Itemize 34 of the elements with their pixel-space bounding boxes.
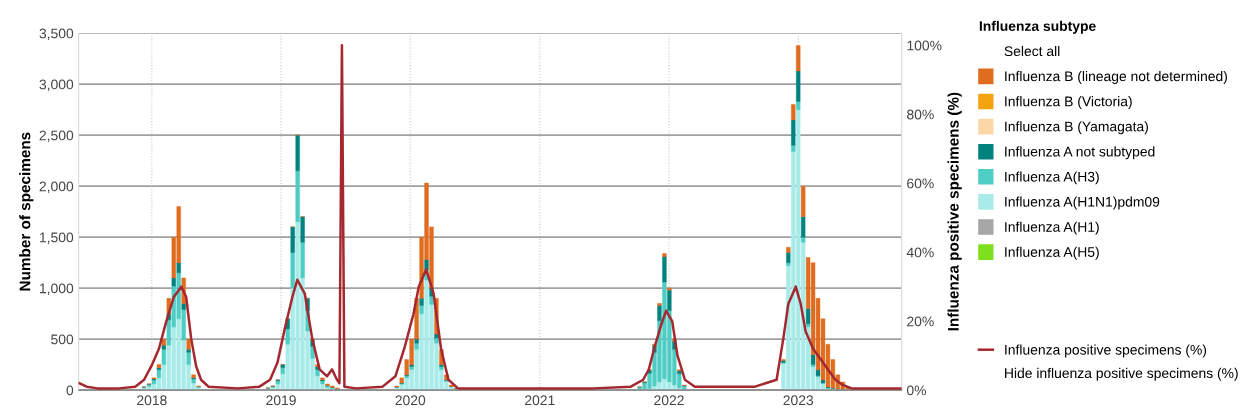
y-tick-label: 1,000 — [40, 283, 74, 295]
y2-tick-label: 60% — [907, 178, 934, 189]
y2-tick-label: 100% — [907, 40, 942, 51]
y-tick-label: 3,000 — [39, 79, 74, 91]
y2-tick-label: 80% — [907, 109, 934, 120]
text: Hide influenza positive specimens (%) — [1005, 367, 1238, 381]
x-tick-label: 2022 — [654, 395, 684, 406]
legend-label: Influenza positive specimens (%) — [1005, 344, 1207, 358]
x-tick-label: 2023 — [783, 395, 814, 406]
y2-axis-title: Influenza positive specimens (%) — [947, 92, 962, 331]
y-tick-label: 500 — [51, 334, 74, 345]
y2-tick-label: 40% — [906, 247, 934, 258]
legend-label: Influenza B (Yamagata) — [1005, 121, 1148, 135]
x-tick-label: 2018 — [137, 395, 167, 406]
text: Select all — [1004, 45, 1060, 57]
y-axis-title: Number of specimens — [19, 132, 34, 291]
legend-label: Influenza A(H1) — [1005, 221, 1099, 235]
y-tick-label: 0 — [66, 385, 74, 396]
legend-label: Influenza A(H5) — [1005, 246, 1099, 260]
legend-label: Influenza A(H1N1)pdm09 — [1005, 196, 1160, 210]
y2-tick-label: 20% — [907, 316, 934, 327]
y-tick-label: 2,500 — [39, 130, 74, 142]
x-tick-label: 2021 — [525, 395, 555, 406]
legend-title: Influenza subtype — [979, 20, 1096, 34]
y2-tick-label: 0% — [906, 385, 927, 396]
legend-label: Influenza B (Victoria) — [1005, 96, 1132, 110]
y-tick-label: 1,500 — [40, 232, 74, 244]
y-tick-label: 3,500 — [39, 28, 74, 41]
legend-label: Influenza A not subtyped — [1005, 146, 1155, 160]
legend-label: Influenza A(H3) — [1005, 171, 1099, 185]
x-tick-label: 2019 — [266, 395, 296, 406]
x-tick-label: 2020 — [395, 395, 426, 406]
y-tick-label: 2,000 — [39, 181, 74, 193]
legend-label: Influenza B (lineage not determined) — [1005, 71, 1227, 84]
